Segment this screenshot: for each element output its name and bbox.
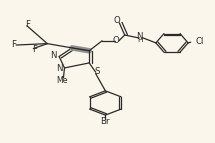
Text: N: N: [137, 32, 143, 41]
Text: N: N: [51, 51, 57, 60]
Text: F: F: [25, 20, 30, 29]
Text: Cl: Cl: [195, 37, 204, 46]
Text: Me: Me: [57, 76, 68, 85]
Text: F: F: [32, 45, 37, 54]
Text: Br: Br: [101, 118, 110, 126]
Text: N: N: [56, 64, 62, 73]
Text: S: S: [94, 67, 100, 76]
Text: O: O: [114, 16, 121, 25]
Text: F: F: [11, 40, 17, 49]
Text: H: H: [137, 37, 143, 43]
Text: O: O: [112, 36, 119, 45]
